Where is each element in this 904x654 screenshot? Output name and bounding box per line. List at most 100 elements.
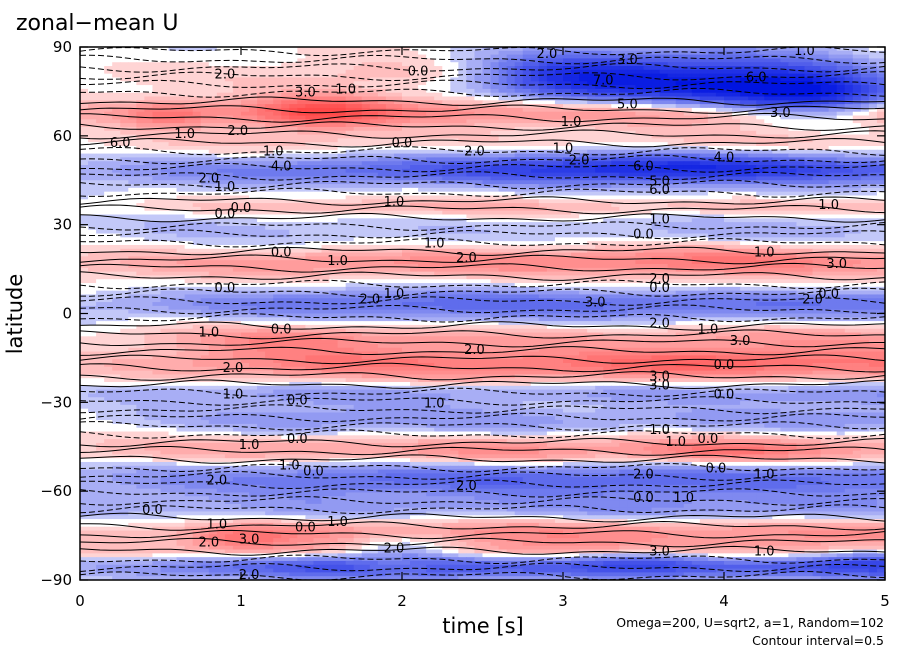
field-cell bbox=[531, 226, 540, 230]
field-cell bbox=[418, 112, 427, 116]
field-cell bbox=[330, 207, 339, 211]
field-cell bbox=[265, 180, 274, 184]
field-cell bbox=[684, 119, 693, 123]
field-cell bbox=[88, 150, 97, 154]
field-cell bbox=[837, 85, 846, 89]
field-cell bbox=[796, 192, 805, 196]
field-cell bbox=[88, 131, 97, 135]
field-cell bbox=[410, 116, 419, 120]
field-cell bbox=[362, 203, 371, 207]
field-cell bbox=[837, 234, 846, 238]
field-cell bbox=[555, 184, 564, 188]
field-cell bbox=[394, 161, 403, 165]
field-cell bbox=[265, 93, 274, 97]
field-cell bbox=[362, 154, 371, 158]
field-cell bbox=[507, 70, 516, 74]
field-cell bbox=[635, 77, 644, 81]
field-cell bbox=[112, 123, 121, 127]
field-cell bbox=[853, 176, 862, 180]
field-cell bbox=[474, 119, 483, 123]
field-cell bbox=[394, 74, 403, 78]
field-cell bbox=[547, 116, 556, 120]
field-cell bbox=[233, 169, 242, 173]
field-cell bbox=[313, 127, 322, 131]
field-cell bbox=[297, 207, 306, 211]
field-cell bbox=[330, 230, 339, 234]
field-cell bbox=[821, 119, 830, 123]
field-cell bbox=[185, 211, 194, 215]
field-cell bbox=[128, 222, 137, 226]
field-cell bbox=[571, 81, 580, 85]
field-cell bbox=[169, 207, 178, 211]
field-cell bbox=[386, 131, 395, 135]
field-cell bbox=[233, 226, 242, 230]
field-cell bbox=[305, 169, 314, 173]
field-cell bbox=[386, 119, 395, 123]
field-cell bbox=[322, 146, 331, 150]
field-cell bbox=[88, 176, 97, 180]
field-cell bbox=[217, 234, 226, 238]
field-cell bbox=[241, 100, 250, 104]
field-cell bbox=[426, 93, 435, 97]
field-cell bbox=[684, 70, 693, 74]
field-cell bbox=[499, 77, 508, 81]
field-cell bbox=[241, 176, 250, 180]
field-cell bbox=[96, 161, 105, 165]
field-cell bbox=[474, 176, 483, 180]
field-cell bbox=[611, 188, 620, 192]
field-cell bbox=[861, 157, 870, 161]
field-cell bbox=[249, 230, 258, 234]
field-cell bbox=[185, 146, 194, 150]
field-cell bbox=[80, 119, 89, 123]
field-cell bbox=[571, 62, 580, 66]
field-cell bbox=[249, 226, 258, 230]
field-cell bbox=[780, 211, 789, 215]
field-cell bbox=[273, 207, 282, 211]
field-cell bbox=[853, 146, 862, 150]
field-cell bbox=[112, 154, 121, 158]
field-cell bbox=[410, 112, 419, 116]
field-cell bbox=[708, 96, 717, 100]
field-cell bbox=[547, 70, 556, 74]
field-cell bbox=[201, 211, 210, 215]
field-cell bbox=[394, 180, 403, 184]
field-cell bbox=[112, 234, 121, 238]
field-cell bbox=[88, 161, 97, 165]
field-cell bbox=[354, 211, 363, 215]
field-cell bbox=[499, 108, 508, 112]
field-cell bbox=[627, 127, 636, 131]
field-cell bbox=[169, 176, 178, 180]
field-cell bbox=[756, 176, 765, 180]
field-cell bbox=[354, 195, 363, 199]
field-cell bbox=[466, 112, 475, 116]
field-cell bbox=[595, 131, 604, 135]
field-cell bbox=[474, 203, 483, 207]
field-cell bbox=[772, 70, 781, 74]
field-cell bbox=[635, 195, 644, 199]
field-cell bbox=[587, 173, 596, 177]
field-cell bbox=[764, 58, 773, 62]
field-cell bbox=[491, 89, 500, 93]
field-cell bbox=[716, 184, 725, 188]
field-cell bbox=[813, 184, 822, 188]
field-cell bbox=[796, 119, 805, 123]
field-cell bbox=[780, 123, 789, 127]
field-cell bbox=[499, 96, 508, 100]
field-cell bbox=[515, 184, 524, 188]
field-cell bbox=[104, 154, 113, 158]
field-cell bbox=[354, 70, 363, 74]
field-cell bbox=[257, 211, 266, 215]
field-cell bbox=[603, 93, 612, 97]
field-cell bbox=[853, 123, 862, 127]
field-cell bbox=[724, 62, 733, 66]
field-cell bbox=[845, 161, 854, 165]
field-cell bbox=[305, 116, 314, 120]
field-cell bbox=[700, 230, 709, 234]
field-cell bbox=[796, 135, 805, 139]
field-cell bbox=[780, 150, 789, 154]
field-cell bbox=[813, 169, 822, 173]
field-cell bbox=[579, 207, 588, 211]
field-cell bbox=[579, 169, 588, 173]
field-cell bbox=[531, 211, 540, 215]
field-cell bbox=[756, 211, 765, 215]
